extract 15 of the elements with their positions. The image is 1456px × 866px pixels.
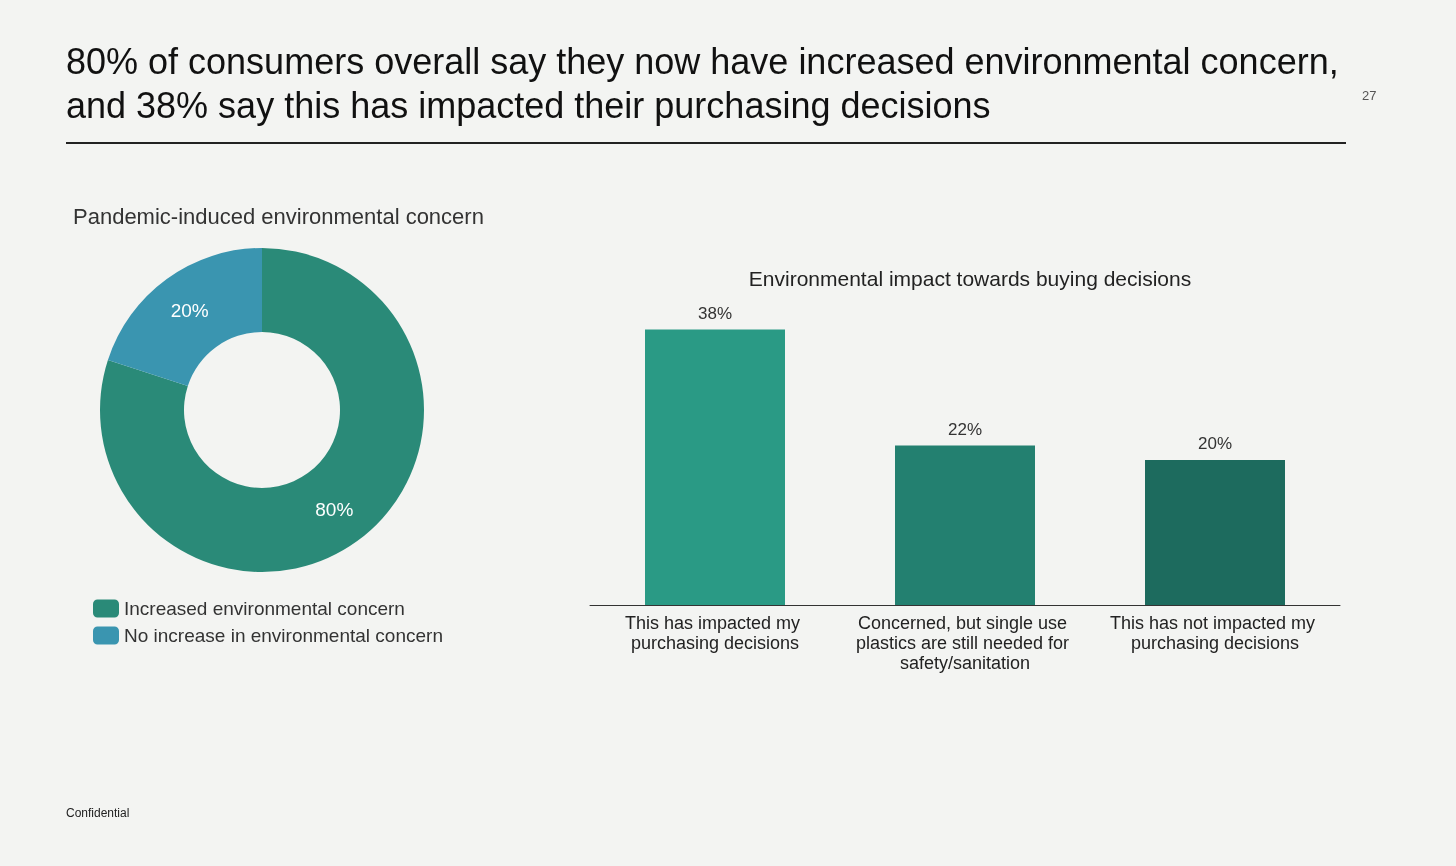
data-label: 38% <box>697 303 733 323</box>
x-tick-label: This has impacted my purchasing decisions <box>624 613 806 653</box>
text: 80% of consumers overall say they now have increased environmental concern, and 38% say this has impacted their purchasing decisions <box>66 40 1346 144</box>
text: 27 <box>1362 88 1377 103</box>
chart-title: Environmental impact towards buying decisions <box>748 267 1192 290</box>
data-label: 22% <box>947 419 983 439</box>
legend-label: Increased environmental concern <box>124 598 405 619</box>
legend-label: No increase in environmental concern <box>124 625 443 646</box>
x-tick-label: Concerned, but single use plastics are still needed for safety/sanitation <box>855 613 1075 673</box>
data-label: 80% <box>315 499 354 521</box>
data-label: 20% <box>170 299 209 321</box>
chart-subtitle: Pandemic-induced environmental concern <box>73 203 484 229</box>
text: Confidential <box>66 806 130 820</box>
data-label: 20% <box>1197 434 1233 453</box>
x-tick-label: This has not impacted my purchasing decisions <box>1109 613 1321 653</box>
